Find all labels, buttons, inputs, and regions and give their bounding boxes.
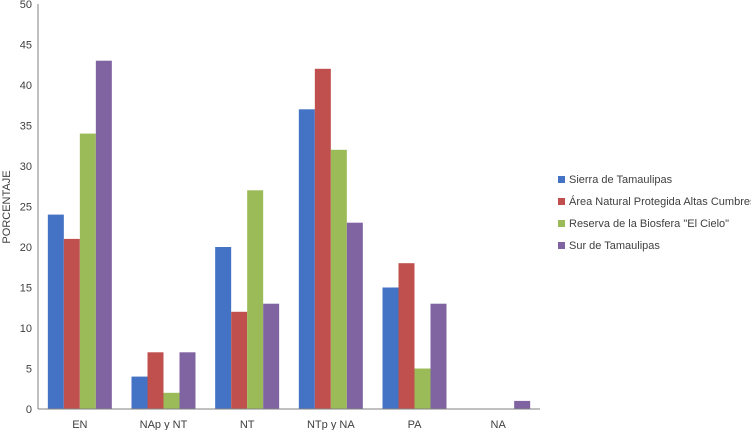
y-tick-label: 45 <box>20 40 32 52</box>
legend-swatch <box>558 198 565 205</box>
legend-label: Sur de Tamaulipas <box>569 240 660 252</box>
y-tick-label: 15 <box>20 283 32 295</box>
bar <box>231 311 248 409</box>
x-axis-ticks: EN NAp y NT NT NTp y NA PA NA <box>72 419 506 430</box>
x-tick-label: NAp y NT <box>140 419 188 430</box>
bar <box>131 376 148 409</box>
bar <box>179 352 196 409</box>
bar <box>247 190 264 409</box>
legend-label: Sierra de Tamaulipas <box>569 174 673 186</box>
y-tick-label: 35 <box>20 121 32 133</box>
bar <box>414 368 431 409</box>
x-tick-label: EN <box>72 419 87 430</box>
y-axis-ticks: 0 5 10 15 20 25 30 35 40 45 50 <box>20 0 32 416</box>
legend-label: Reserva de la Biosfera "El Cielo" <box>569 218 729 230</box>
bar <box>346 222 363 409</box>
y-tick-label: 25 <box>20 202 32 214</box>
bar <box>47 214 64 409</box>
bar <box>163 392 180 409</box>
legend-swatch <box>558 242 565 249</box>
bar <box>63 238 80 409</box>
legend-label: Área Natural Protegida Altas Cumbres <box>569 195 751 208</box>
legend-swatch <box>558 176 565 183</box>
x-tick-label: PA <box>408 419 423 430</box>
legend-swatch <box>558 220 565 227</box>
bar <box>430 303 447 409</box>
bar <box>514 400 531 409</box>
bar <box>147 352 164 409</box>
bar <box>298 109 315 410</box>
bar <box>79 133 96 409</box>
bar <box>398 263 415 409</box>
y-axis-label: PORCENTAJE <box>1 170 13 243</box>
axes <box>37 4 540 410</box>
y-tick-label: 50 <box>20 0 32 11</box>
bar <box>382 287 399 409</box>
x-tick-label: NT <box>240 419 255 430</box>
bar <box>95 60 112 409</box>
y-tick-label: 0 <box>26 404 32 416</box>
bar <box>330 149 347 410</box>
y-tick-label: 30 <box>20 161 32 173</box>
bar-series <box>47 60 531 410</box>
y-tick-label: 40 <box>20 80 32 92</box>
bar <box>314 68 331 410</box>
x-tick-label: NA <box>491 419 507 430</box>
bar <box>263 303 280 409</box>
bar <box>215 247 232 409</box>
y-tick-label: 20 <box>20 242 32 254</box>
y-tick-label: 5 <box>26 364 32 376</box>
y-tick-label: 10 <box>20 323 32 335</box>
legend: Sierra de Tamaulipas Área Natural Protegi… <box>558 174 751 252</box>
x-tick-label: NTp y NA <box>307 419 355 430</box>
